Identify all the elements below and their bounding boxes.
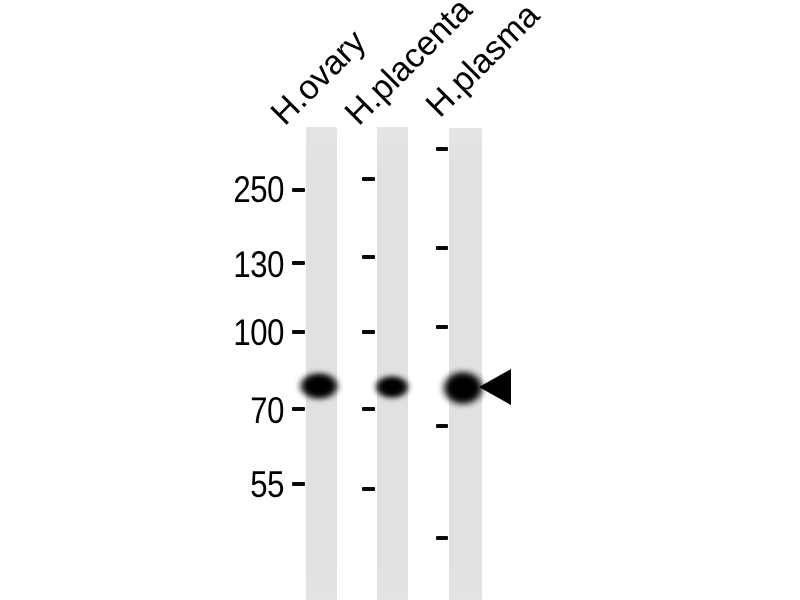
- mw-tick-mark: [292, 188, 305, 192]
- mw-tick-mark: [362, 407, 375, 411]
- mw-tick-mark: [436, 325, 448, 329]
- mw-tick-mark: [436, 536, 448, 540]
- mw-marker-label-100: 100: [233, 312, 284, 353]
- gel-lane: [449, 128, 482, 600]
- mw-tick-mark: [292, 330, 305, 334]
- mw-tick-mark: [436, 147, 448, 151]
- gel-lane: [377, 127, 408, 600]
- protein-band: [372, 373, 412, 401]
- gel-lane: [306, 127, 337, 600]
- mw-tick-mark: [292, 261, 305, 265]
- mw-marker-label-130: 130: [233, 244, 284, 285]
- band-arrowhead: [479, 369, 511, 405]
- protein-band: [296, 370, 342, 402]
- mw-tick-mark: [362, 487, 375, 491]
- mw-marker-label-55: 55: [250, 464, 284, 505]
- mw-tick-mark: [362, 255, 375, 259]
- mw-tick-mark: [362, 330, 375, 334]
- mw-tick-mark: [292, 407, 305, 411]
- mw-tick-mark: [362, 177, 375, 181]
- mw-tick-mark: [436, 246, 448, 250]
- mw-marker-label-70: 70: [250, 390, 284, 431]
- mw-tick-mark: [436, 424, 448, 428]
- mw-marker-label-250: 250: [233, 169, 284, 210]
- mw-tick-mark: [292, 482, 305, 486]
